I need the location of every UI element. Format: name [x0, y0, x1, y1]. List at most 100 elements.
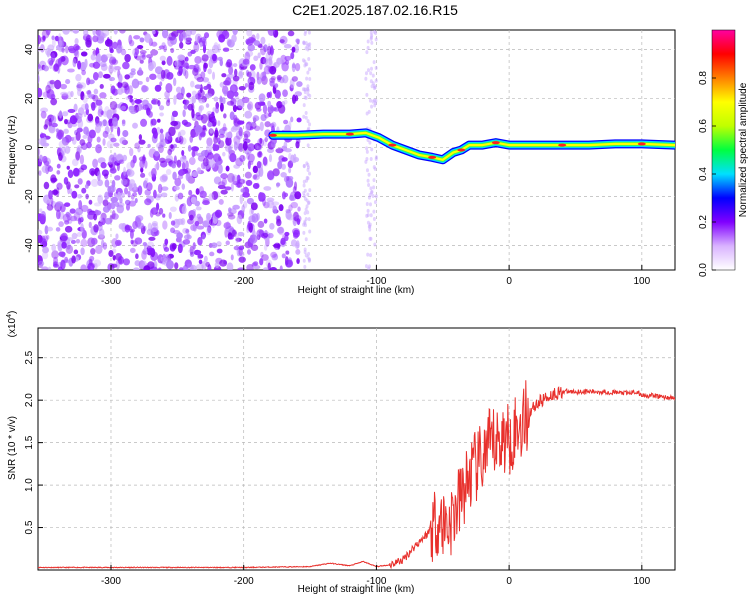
noise-speckle — [142, 248, 148, 255]
noise-speckle — [365, 156, 369, 161]
noise-speckle — [238, 126, 243, 137]
noise-speckle — [80, 264, 87, 270]
x-tick-label: 100 — [633, 576, 650, 587]
noise-speckle — [121, 81, 129, 88]
noise-speckle — [279, 265, 283, 270]
noise-speckle — [190, 264, 198, 270]
noise-speckle — [176, 30, 184, 34]
noise-speckle — [93, 213, 98, 221]
noise-speckle — [117, 81, 123, 89]
noise-speckle — [273, 107, 280, 112]
noise-speckle — [45, 84, 51, 94]
noise-speckle — [282, 234, 286, 240]
noise-speckle — [246, 71, 252, 78]
noise-speckle — [76, 145, 82, 155]
noise-speckle — [257, 52, 261, 59]
noise-speckle — [281, 163, 286, 170]
noise-speckle — [237, 178, 246, 185]
spectrogram-x-ticks: -300 -200 -100 0 100 — [101, 265, 651, 287]
noise-speckle — [246, 197, 254, 205]
colorbar-tick-label: 0.6 — [698, 119, 709, 133]
noise-speckle — [113, 142, 120, 147]
noise-speckle — [99, 61, 107, 68]
noise-speckle — [77, 178, 83, 185]
noise-speckle — [112, 117, 118, 127]
noise-speckle — [114, 239, 122, 247]
noise-speckle — [61, 47, 65, 53]
noise-speckle — [306, 192, 310, 197]
noise-speckle — [43, 65, 49, 72]
noise-speckle — [219, 102, 224, 112]
noise-speckle — [92, 61, 101, 69]
noise-speckle — [59, 40, 63, 47]
noise-speckle — [72, 30, 80, 34]
noise-speckle — [99, 92, 107, 99]
noise-speckle — [189, 135, 194, 143]
noise-speckle — [366, 208, 370, 213]
spectrogram-x-label: Height of straight line (km) — [298, 285, 415, 296]
noise-speckle — [371, 73, 375, 78]
noise-speckle — [127, 190, 131, 198]
noise-speckle — [247, 143, 255, 152]
noise-speckle — [302, 194, 306, 199]
x-tick-label: -100 — [366, 576, 386, 587]
noise-speckle — [41, 266, 49, 270]
noise-speckle — [223, 113, 227, 119]
noise-speckle — [167, 148, 173, 156]
noise-speckle — [148, 236, 156, 241]
noise-speckle — [302, 258, 306, 263]
noise-speckle — [67, 108, 76, 114]
noise-speckle — [302, 164, 306, 169]
noise-speckle — [119, 30, 126, 34]
noise-speckle — [296, 81, 303, 87]
noise-speckle — [228, 145, 233, 155]
noise-speckle — [47, 166, 54, 173]
noise-speckle — [193, 249, 202, 256]
noise-speckle — [292, 232, 299, 239]
noise-speckle — [205, 261, 210, 268]
noise-speckle — [159, 81, 163, 87]
noise-speckle — [254, 125, 261, 132]
noise-speckle — [263, 186, 272, 191]
noise-speckle — [291, 46, 296, 53]
y-tick-label: -40 — [24, 238, 35, 253]
noise-speckle — [182, 227, 189, 234]
noise-speckle — [202, 197, 210, 204]
noise-speckle — [208, 159, 216, 169]
noise-speckle — [130, 239, 134, 245]
noise-speckle — [226, 38, 232, 47]
noise-speckle — [371, 81, 375, 86]
noise-speckle — [187, 144, 192, 152]
noise-speckle — [55, 209, 61, 220]
noise-speckle — [307, 251, 311, 256]
noise-speckle — [213, 96, 219, 102]
noise-speckle — [270, 75, 276, 81]
snr-multiplier-base: (x10 — [7, 317, 18, 337]
noise-speckle — [271, 254, 278, 261]
noise-speckle — [367, 183, 371, 188]
noise-speckle — [217, 56, 223, 61]
noise-speckle — [273, 243, 281, 249]
noise-speckle — [243, 130, 251, 138]
noise-speckle — [226, 90, 235, 99]
noise-speckle — [115, 153, 124, 161]
noise-speckle — [219, 96, 223, 102]
noise-speckle — [165, 82, 173, 93]
noise-speckle — [102, 199, 109, 207]
noise-speckle — [102, 30, 110, 37]
noise-speckle — [261, 254, 269, 261]
noise-speckle — [92, 158, 99, 168]
noise-speckle — [85, 39, 92, 48]
noise-speckle — [63, 128, 69, 134]
noise-speckle — [217, 137, 221, 145]
noise-speckle — [370, 84, 374, 89]
noise-speckle — [230, 254, 234, 261]
noise-speckle — [366, 39, 370, 44]
noise-speckle — [365, 50, 369, 55]
noise-speckle — [262, 156, 268, 166]
noise-speckle — [79, 139, 86, 146]
noise-speckle — [186, 263, 194, 270]
noise-speckle — [51, 37, 56, 48]
noise-speckle — [97, 179, 103, 187]
y-tick-label: 0 — [24, 144, 35, 150]
